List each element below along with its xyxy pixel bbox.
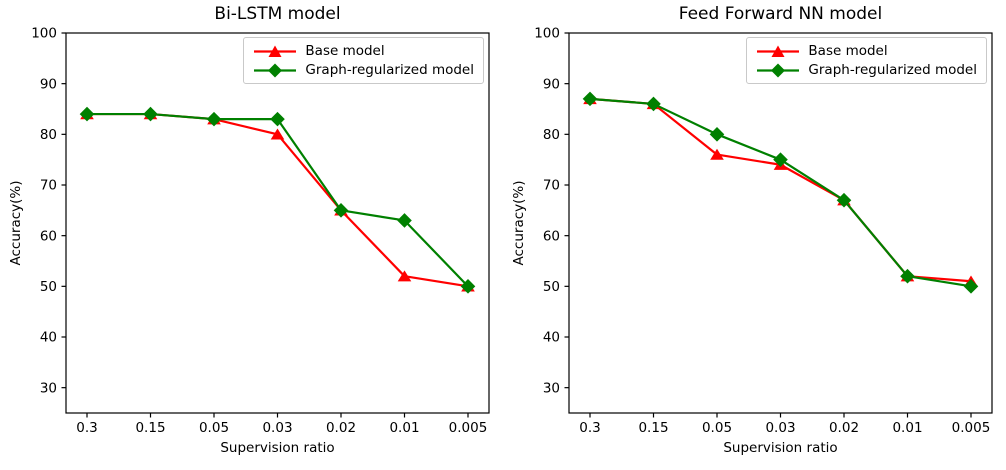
x-tick-label: 0.005: [952, 420, 991, 436]
y-tick-label: 40: [543, 330, 560, 346]
diamond-data-point-marker: [143, 106, 158, 122]
graph-regularized-line-icon: [757, 63, 800, 77]
y-tick-label: 100: [31, 26, 57, 42]
y-axis-ticks: 30 40 50 60 70 80 90 100: [31, 26, 66, 396]
y-tick-label: 50: [40, 279, 57, 295]
series-line: [589, 97, 972, 288]
y-tick-label: 40: [40, 330, 57, 346]
plot-frame: [568, 32, 993, 414]
x-tick-label: 0.15: [638, 420, 668, 436]
diamond-data-point-marker: [836, 192, 852, 208]
y-tick-label: 30: [543, 380, 560, 396]
diamond-data-point-marker: [270, 111, 285, 127]
x-tick-label: 0.05: [702, 420, 732, 436]
chart-title: Feed Forward NN model: [678, 4, 883, 24]
triangle-data-point-marker: [397, 270, 412, 282]
diamond-data-point-marker: [206, 111, 222, 127]
y-tick-label: 90: [543, 76, 560, 92]
x-axis-ticks: 0.3 0.15 0.05 0.03 0.02 0.01 0.005: [76, 413, 487, 436]
legend: Base model Graph-regularized model: [243, 37, 484, 84]
y-tick-label: 80: [543, 127, 560, 143]
diamond-marker-icon: [268, 63, 283, 77]
base-model-line-icon: [254, 45, 297, 57]
y-tick-label: 80: [40, 127, 57, 143]
legend-item: Base model: [755, 43, 977, 59]
x-tick-label: 0.05: [199, 420, 229, 436]
x-axis-label: Supervision ratio: [220, 440, 335, 456]
graph-regularized-line-icon: [254, 63, 297, 77]
triangle-marker-icon: [268, 45, 282, 57]
diamond-data-point-marker: [333, 203, 349, 218]
plot-frame: [65, 32, 490, 414]
triangle-marker-icon: [771, 45, 785, 57]
x-tick-label: 0.3: [76, 420, 97, 436]
triangle-data-point-marker: [270, 128, 285, 140]
legend-label: Graph-regularized model: [808, 62, 977, 78]
series-line: [87, 112, 469, 288]
x-tick-label: 0.02: [326, 420, 356, 436]
legend: Base model Graph-regularized model: [746, 37, 987, 84]
series-line: [87, 112, 469, 288]
x-axis-label: Supervision ratio: [723, 440, 838, 456]
chart-title: Bi-LSTM model: [214, 4, 341, 24]
legend-label: Base model: [305, 43, 385, 59]
x-tick-label: 0.02: [829, 420, 859, 436]
y-tick-label: 90: [40, 76, 57, 92]
y-axis-ticks: 30 40 50 60 70 80 90 100: [534, 26, 569, 396]
diamond-data-point-marker: [460, 279, 476, 294]
diamond-data-point-marker: [79, 106, 95, 122]
y-axis-label: Accuracy(%): [8, 180, 24, 266]
subplot-feed-forward-nn: 30 40 50 60 70 80 90 100 0.3 0.15 0.05 0.03 0.02 0.01…: [503, 0, 1006, 470]
diamond-marker-icon: [771, 63, 786, 77]
legend-item: Base model: [252, 43, 474, 59]
plot-area: 30 40 50 60 70 80 90 100 0.3 0.15 0.05 0.03 0.02 0.01…: [534, 26, 993, 436]
x-tick-label: 0.15: [135, 420, 165, 436]
y-tick-label: 50: [543, 279, 560, 295]
x-tick-label: 0.3: [579, 420, 600, 436]
y-axis-label: Accuracy(%): [511, 180, 527, 266]
x-tick-label: 0.01: [389, 420, 419, 436]
y-tick-label: 70: [40, 178, 57, 194]
x-axis-ticks: 0.3 0.15 0.05 0.03 0.02 0.01 0.005: [579, 413, 990, 436]
plot-area: 30 40 50 60 70 80 90 100 0.3 0.15 0.05 0.03 0.02 0.01…: [31, 26, 490, 436]
x-tick-label: 0.005: [449, 420, 488, 436]
legend-label: Graph-regularized model: [305, 62, 474, 78]
legend-label: Base model: [808, 43, 888, 59]
y-tick-label: 70: [543, 178, 560, 194]
legend-item: Graph-regularized model: [755, 62, 977, 78]
y-tick-label: 30: [40, 380, 57, 396]
legend-item: Graph-regularized model: [252, 62, 474, 78]
x-tick-label: 0.03: [765, 420, 795, 436]
y-tick-label: 60: [40, 228, 57, 244]
subplot-bi-lstm: 30 40 50 60 70 80 90 100 0.3 0.15 0.05 0.03 0.02 0.01…: [8, 4, 490, 456]
series-line: [589, 97, 972, 283]
x-tick-label: 0.01: [892, 420, 922, 436]
x-tick-label: 0.03: [262, 420, 292, 436]
y-tick-label: 100: [534, 26, 560, 42]
y-tick-label: 60: [543, 228, 560, 244]
base-model-line-icon: [757, 45, 800, 57]
diamond-data-point-marker: [709, 127, 725, 142]
triangle-data-point-marker: [710, 148, 724, 160]
diamond-data-point-marker: [397, 213, 412, 228]
